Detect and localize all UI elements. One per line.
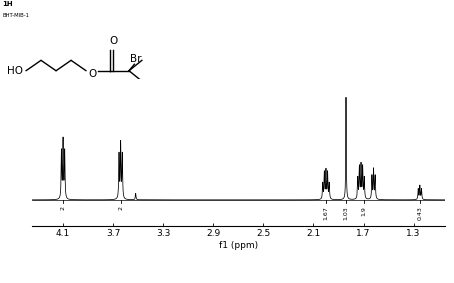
Text: 1.67: 1.67 — [324, 206, 329, 220]
Text: Br: Br — [130, 54, 142, 64]
Text: HO: HO — [7, 66, 23, 76]
Text: O: O — [109, 36, 118, 46]
Text: 2: 2 — [60, 206, 65, 210]
Text: 1H: 1H — [2, 1, 13, 7]
Text: 0.43: 0.43 — [417, 206, 422, 220]
Text: 1.9: 1.9 — [361, 206, 366, 216]
Text: BHT-MIB-1: BHT-MIB-1 — [2, 13, 29, 18]
Text: 1.03: 1.03 — [344, 206, 349, 220]
Text: 2: 2 — [118, 206, 123, 210]
X-axis label: f1 (ppm): f1 (ppm) — [219, 241, 258, 250]
Text: O: O — [88, 69, 97, 79]
